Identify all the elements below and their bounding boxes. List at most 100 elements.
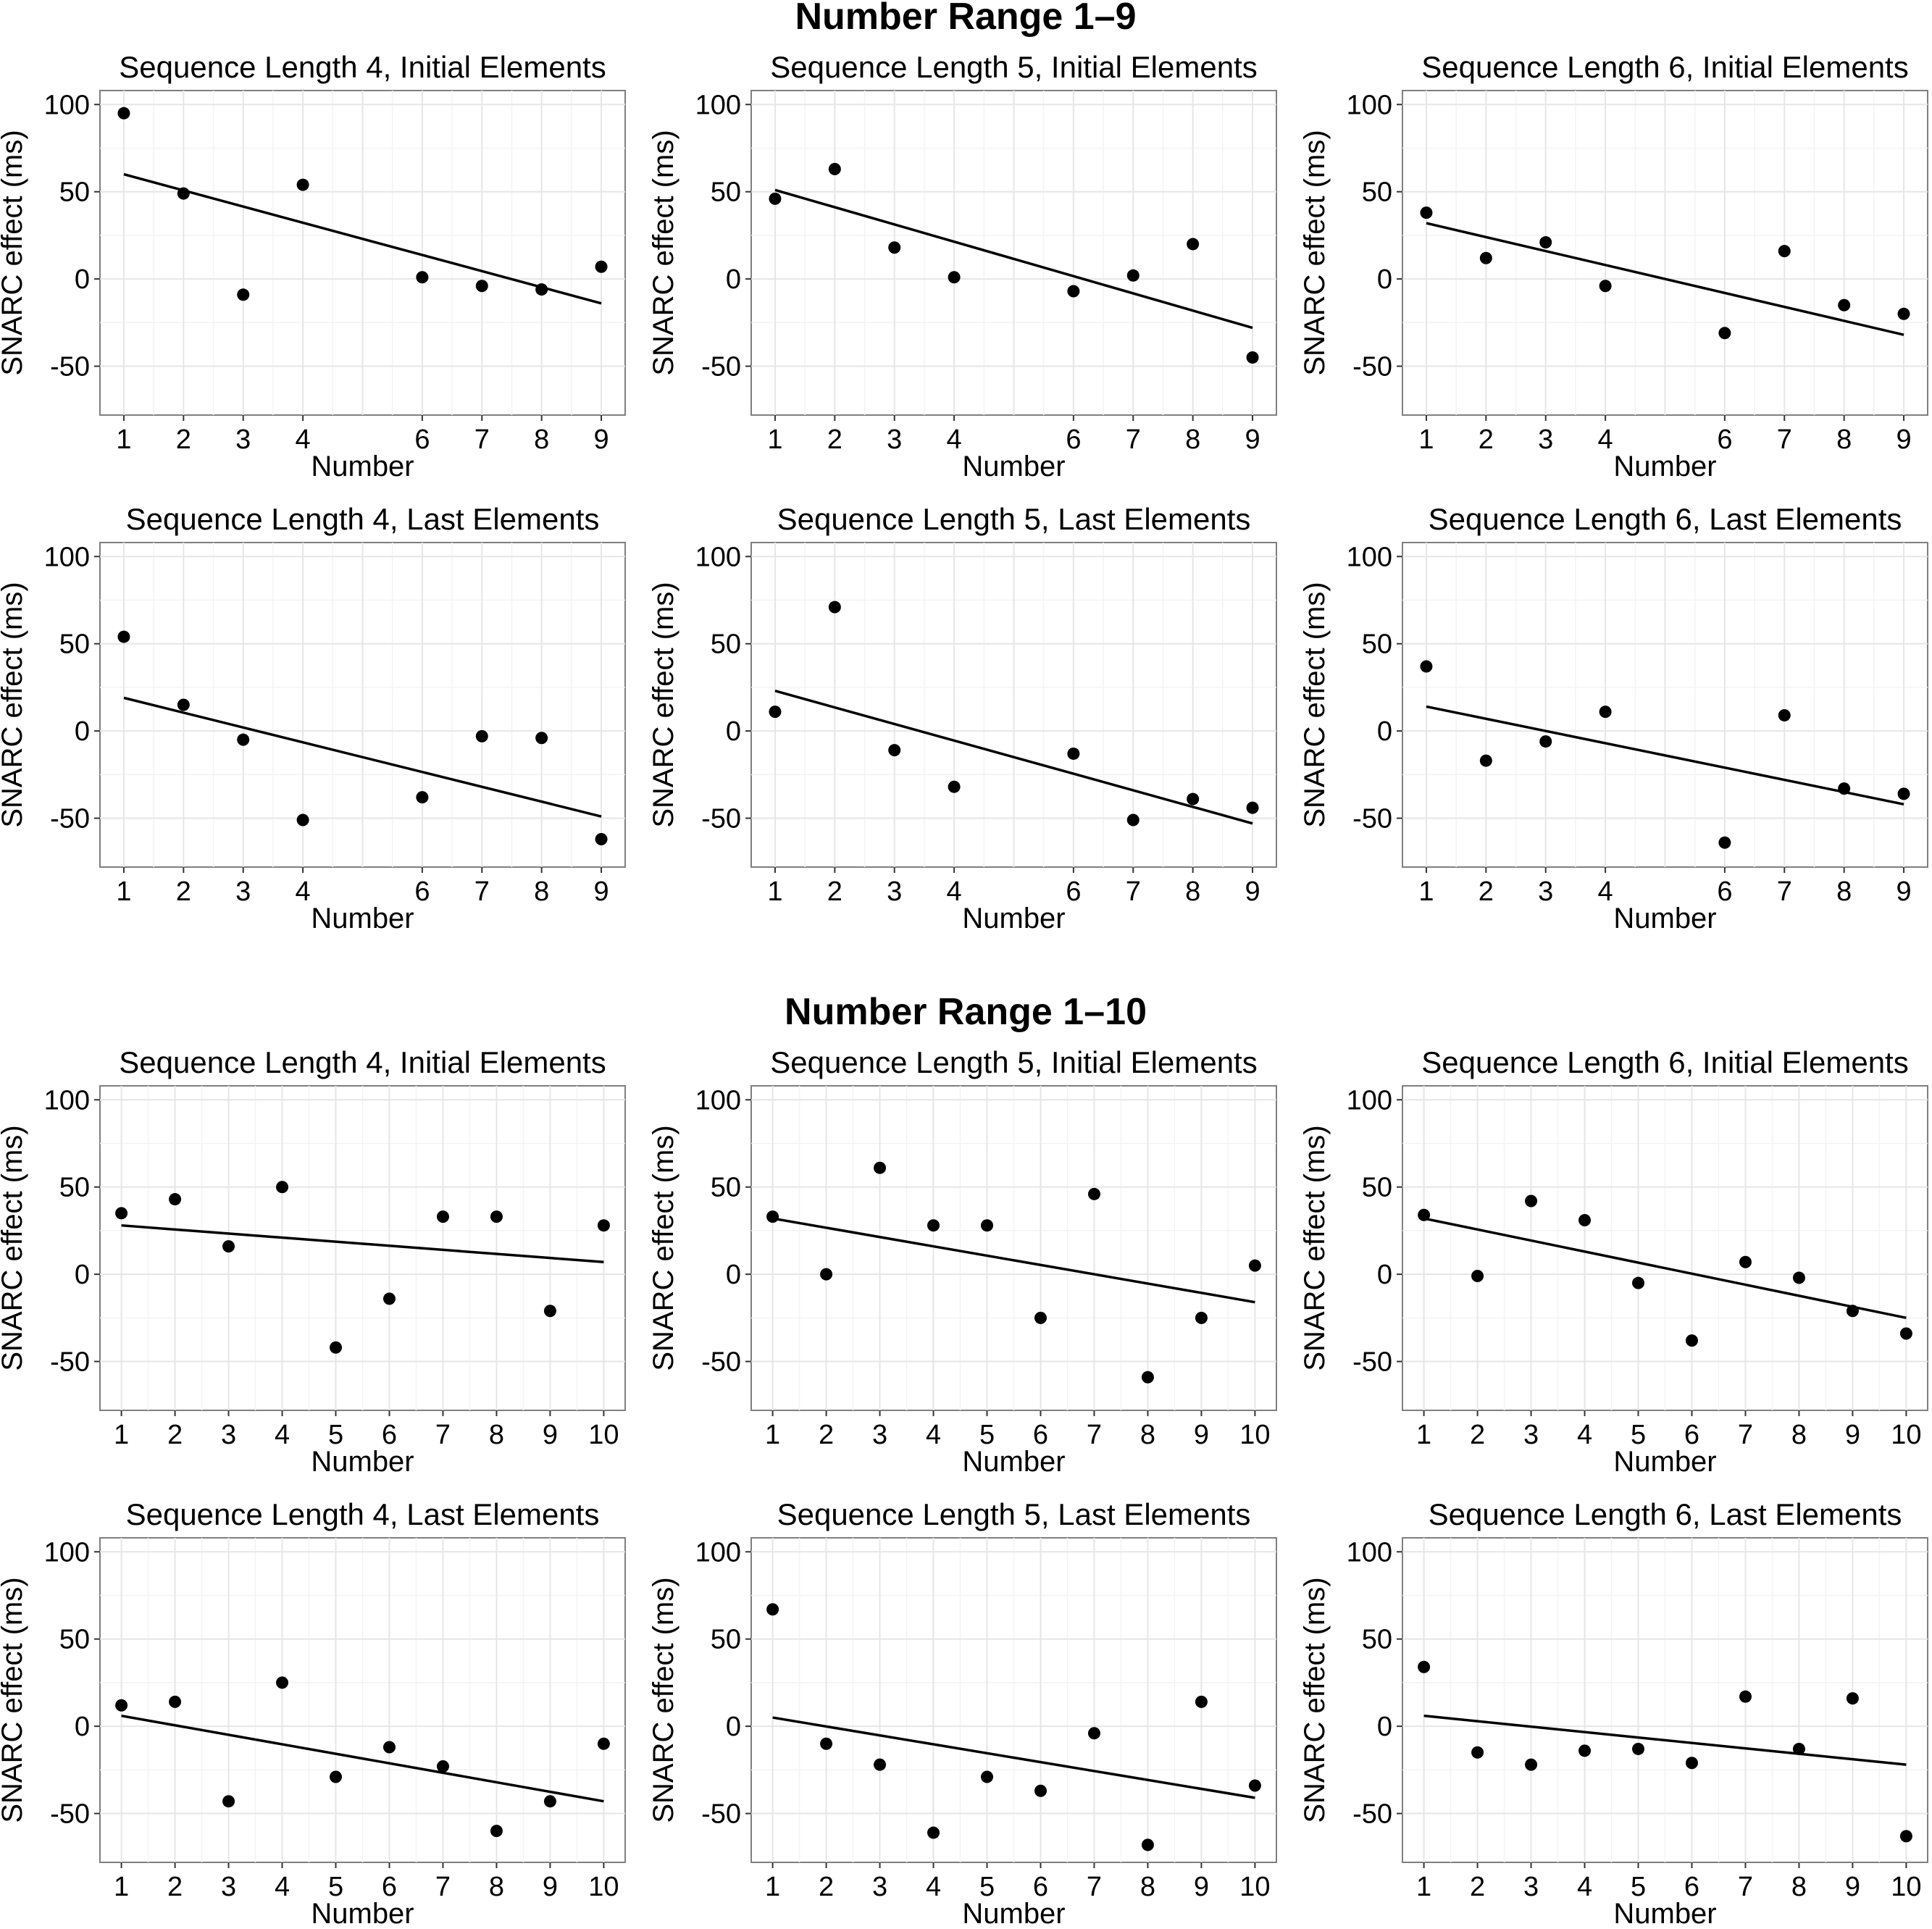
y-tick-label: -50 — [50, 804, 90, 834]
data-point — [597, 1219, 610, 1232]
x-tick-label: 8 — [1185, 424, 1200, 455]
x-tick-label: 3 — [1538, 424, 1553, 455]
data-point — [222, 1240, 235, 1253]
y-tick-label: 50 — [711, 177, 741, 208]
y-axis-label: SNARC effect (ms) — [1299, 1577, 1331, 1823]
panel-title: Sequence Length 4, Last Elements — [126, 502, 600, 536]
x-tick-label: 10 — [588, 1420, 619, 1450]
x-tick-label: 4 — [1598, 876, 1613, 907]
x-tick-label: 4 — [1577, 1872, 1592, 1902]
data-point — [382, 1292, 396, 1305]
data-point — [874, 1758, 887, 1771]
data-point — [1479, 251, 1492, 264]
y-tick-label: 0 — [1377, 1712, 1392, 1742]
x-axis-label: Number — [1613, 1898, 1716, 1929]
x-tick-label: 4 — [926, 1420, 941, 1450]
regression-line — [774, 690, 1253, 825]
x-axis-label: Number — [1613, 1446, 1716, 1478]
x-tick-label: 6 — [382, 1872, 397, 1902]
x-tick-label: 2 — [176, 424, 191, 455]
regression-line — [772, 1217, 1255, 1304]
y-tick-label: 50 — [1362, 1625, 1392, 1655]
x-tick-label: 1 — [116, 424, 131, 455]
x-tick-label: 4 — [947, 424, 962, 455]
x-axis-label: Number — [311, 1898, 414, 1929]
y-axis-label: SNARC effect (ms) — [1299, 130, 1331, 375]
data-point — [177, 698, 190, 711]
panel-title: Sequence Length 4, Initial Elements — [119, 50, 606, 84]
data-point — [1248, 1259, 1261, 1272]
data-point — [1897, 307, 1910, 320]
x-axis-label: Number — [962, 451, 1065, 482]
x-tick-label: 4 — [947, 876, 962, 907]
data-point — [1838, 782, 1851, 795]
x-axis-label: Number — [311, 903, 414, 934]
chart-panel: 1 2 3 4 5 6 7 8 9 10 -50 0 50 100 Sequence Length 4, I… — [0, 1045, 626, 1478]
x-tick-label: 6 — [1033, 1872, 1048, 1902]
y-axis-label: SNARC effect (ms) — [648, 1125, 679, 1371]
x-tick-label: 1 — [114, 1872, 129, 1902]
x-tick-label: 4 — [296, 876, 311, 907]
y-tick-label: -50 — [701, 1799, 741, 1830]
data-point — [490, 1210, 503, 1223]
chart-panel: 1 2 3 4 6 7 8 9 -50 0 50 100 Sequence Length 6, Last… — [1299, 502, 1928, 934]
data-point — [1087, 1187, 1100, 1200]
x-tick-label: 9 — [1194, 1420, 1209, 1450]
chart-panel: 1 2 3 4 5 6 7 8 9 10 -50 0 50 100 Sequence Length 4, L… — [0, 1497, 626, 1929]
y-tick-label: 100 — [695, 1085, 741, 1116]
y-tick-label: 0 — [75, 1712, 90, 1742]
panel-title: Sequence Length 6, Initial Elements — [1421, 1045, 1908, 1079]
panel-title: Sequence Length 6, Initial Elements — [1421, 50, 1908, 84]
y-tick-label: 50 — [711, 1173, 741, 1203]
regression-line — [121, 1714, 604, 1803]
x-tick-label: 4 — [1577, 1420, 1592, 1450]
data-point — [1067, 285, 1080, 298]
data-point — [1246, 351, 1259, 364]
data-point — [1087, 1727, 1100, 1740]
y-tick-label: 100 — [1347, 542, 1392, 572]
x-tick-label: 9 — [1845, 1420, 1860, 1450]
data-point — [1599, 706, 1612, 719]
x-tick-label: 4 — [275, 1420, 290, 1450]
x-tick-label: 2 — [1479, 424, 1494, 455]
x-tick-label: 5 — [328, 1872, 343, 1902]
x-tick-label: 3 — [1523, 1872, 1539, 1902]
data-point — [1778, 245, 1791, 258]
data-point — [1897, 787, 1910, 800]
y-tick-label: 100 — [1347, 90, 1392, 120]
data-point — [1739, 1690, 1752, 1703]
data-point — [436, 1210, 449, 1223]
data-point — [169, 1695, 182, 1708]
x-tick-label: 5 — [1631, 1872, 1646, 1902]
x-tick-label: 3 — [235, 424, 251, 455]
x-tick-label: 9 — [593, 876, 609, 907]
data-point — [1067, 747, 1080, 760]
y-tick-label: 50 — [1362, 629, 1392, 660]
chart-panel: 1 2 3 4 6 7 8 9 -50 0 50 100 Sequence Length 4, Last… — [0, 502, 626, 934]
x-tick-label: 3 — [872, 1420, 887, 1450]
data-point — [1420, 206, 1433, 219]
x-tick-label: 10 — [1239, 1872, 1270, 1902]
data-point — [416, 271, 429, 284]
x-tick-label: 4 — [926, 1872, 941, 1902]
data-point — [1141, 1371, 1154, 1384]
regression-line — [772, 1716, 1255, 1799]
panel-title: Sequence Length 6, Last Elements — [1429, 502, 1902, 536]
x-axis-label: Number — [1613, 451, 1716, 482]
regression-line — [1423, 1714, 1907, 1766]
x-tick-label: 9 — [593, 424, 609, 455]
x-tick-label: 9 — [1896, 876, 1911, 907]
y-tick-label: 50 — [711, 629, 741, 660]
y-tick-label: 100 — [44, 542, 90, 572]
data-point — [820, 1737, 833, 1750]
y-tick-label: -50 — [50, 1799, 90, 1830]
x-tick-label: 2 — [167, 1872, 183, 1902]
data-point — [237, 288, 250, 301]
y-tick-label: 50 — [59, 1625, 90, 1655]
x-tick-label: 1 — [765, 1872, 780, 1902]
data-point — [1778, 708, 1791, 721]
x-tick-label: 5 — [979, 1420, 995, 1450]
data-point — [981, 1219, 994, 1232]
x-tick-label: 8 — [1140, 1420, 1155, 1450]
